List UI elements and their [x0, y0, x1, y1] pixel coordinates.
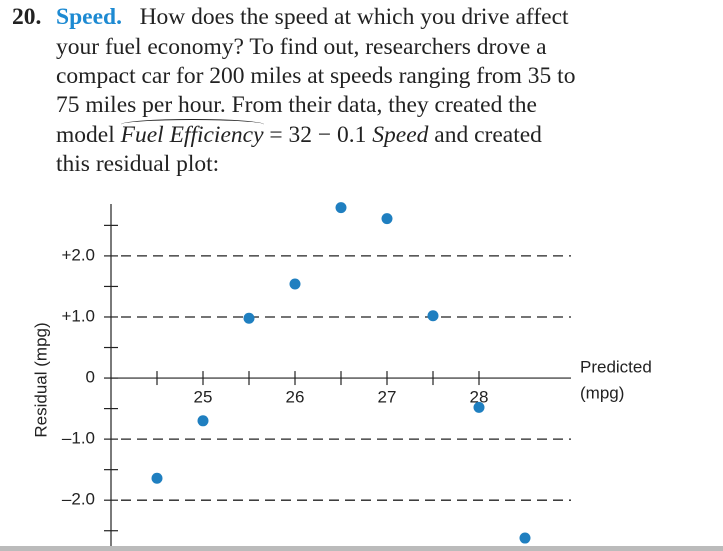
point: [197, 415, 209, 427]
bottom-bar: [0, 546, 723, 551]
equation: = 32 − 0.1: [269, 122, 367, 148]
text: model: [56, 122, 115, 148]
text-line: compact car for 200 miles at speeds rang…: [56, 63, 576, 89]
point: [381, 213, 393, 225]
text-line: your fuel economy? To find out, research…: [56, 34, 547, 60]
text-line: 75 miles per hour. From their data, they…: [56, 92, 537, 118]
response-variable: Fuel Efficiency: [120, 122, 264, 148]
text: and created: [434, 122, 542, 148]
x-axis-label: (mpg): [580, 384, 624, 403]
x-tick-label: 25: [194, 388, 213, 407]
y-tick-label: –1.0: [62, 429, 95, 448]
x-tick-label: 26: [286, 388, 305, 407]
x-tick-label: 27: [378, 388, 397, 407]
predictor-variable: Speed: [372, 122, 429, 148]
problem-number: 20.: [12, 4, 42, 30]
point: [427, 310, 439, 322]
y-tick-label: +2.0: [61, 245, 95, 264]
point: [151, 472, 163, 484]
y-tick-label: –2.0: [62, 490, 95, 509]
text: How does the speed at which you drive af…: [139, 4, 569, 30]
x-tick-label: 28: [470, 388, 489, 407]
text-line: Speed. How does the speed at which you d…: [56, 4, 569, 31]
point: [335, 202, 347, 214]
y-tick-label: +1.0: [61, 306, 95, 325]
point: [289, 278, 301, 290]
text-line: this residual plot:: [56, 151, 220, 177]
y-tick-label: 0: [86, 368, 95, 387]
text-line: model Fuel Efficiency = 32 − 0.1 Speed a…: [56, 122, 542, 149]
x-axis-label: Predicted: [580, 358, 652, 377]
point: [519, 532, 531, 544]
problem-title: Speed.: [56, 4, 122, 30]
point: [243, 312, 255, 324]
y-axis-label: Residual (mpg): [31, 322, 50, 437]
point: [473, 401, 485, 413]
